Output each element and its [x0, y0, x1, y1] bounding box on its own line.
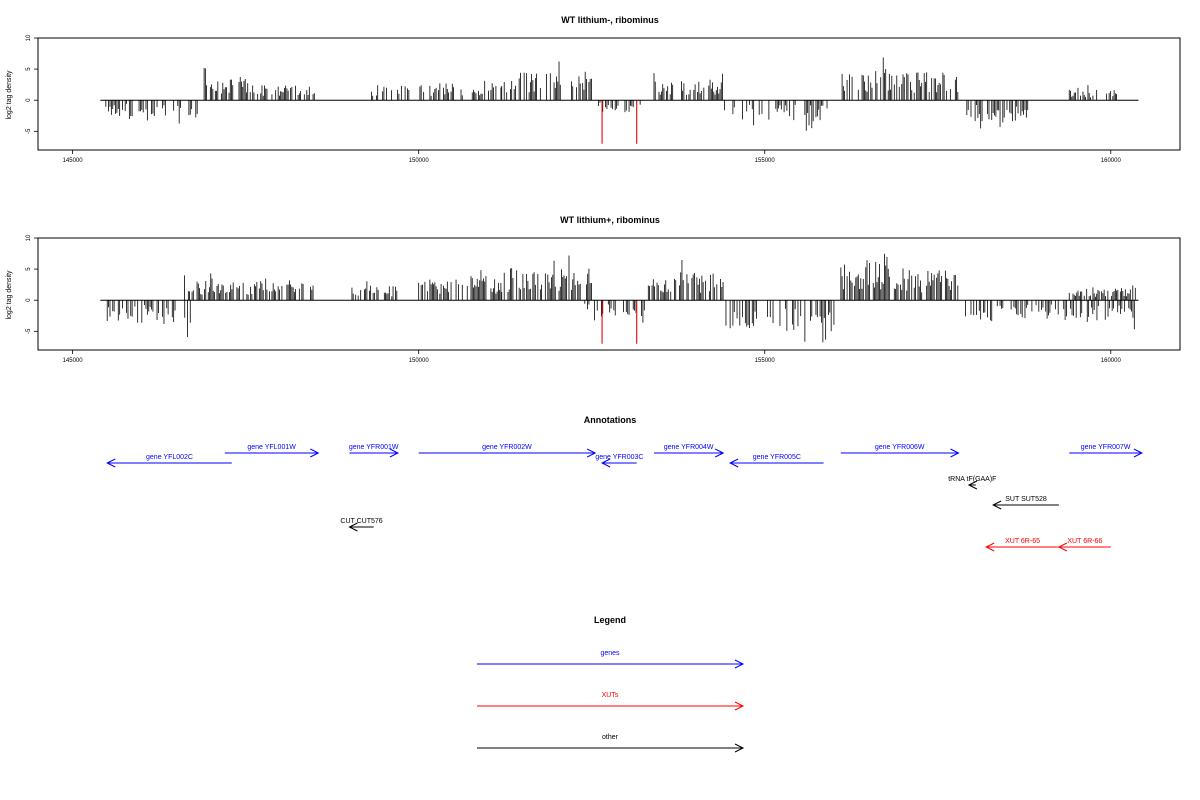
feature-label: CUT CUT576: [340, 518, 382, 525]
y-tick-label: -5: [26, 128, 32, 134]
y-tick-label: 10: [26, 234, 32, 241]
bars-layer: [100, 57, 1139, 144]
feature-arrowhead: [586, 448, 597, 458]
track-lithium-plus: WT lithium+, ribominus log2 tag density …: [6, 215, 1181, 364]
y-tick-label: 5: [26, 67, 32, 71]
axes-layer: 10 5 0 -5 145000 150000 155000 160000: [26, 34, 1121, 164]
x-tick-label: 150000: [409, 358, 430, 364]
y-tick-label: 10: [26, 34, 32, 41]
feature-arrowhead: [1133, 448, 1144, 458]
legend-arrowhead: [734, 659, 745, 669]
track-title: WT lithium-, ribominus: [561, 15, 659, 25]
x-tick-label: 150000: [409, 158, 430, 164]
legend: Legend genes XUTs other: [477, 615, 745, 753]
feature-arrowhead: [729, 458, 739, 468]
feature-label: gene YFR001W: [349, 444, 399, 451]
feature-arrowhead: [1057, 542, 1068, 552]
y-axis-label: log2 tag density: [6, 270, 13, 320]
legend-items: genes XUTs other: [477, 650, 745, 753]
x-tick-label: 160000: [1101, 358, 1122, 364]
feature-arrowhead: [950, 448, 960, 458]
track-lithium-minus: WT lithium-, ribominus log2 tag density …: [6, 15, 1181, 164]
annotation-features: gene YFL002C gene YFL001W gene YFR001W gene…: [106, 444, 1144, 552]
legend-label: XUTs: [602, 692, 619, 699]
legend-title: Legend: [594, 615, 626, 625]
annotations-title: Annotations: [584, 415, 637, 425]
bars-layer: [100, 253, 1139, 344]
axes-layer: 10 5 0 -5 145000 150000 155000 160000: [26, 234, 1121, 364]
feature-label: tRNA tF(GAA)F: [948, 476, 996, 483]
feature-label: gene YFR003C: [595, 454, 643, 461]
feature-arrowhead: [310, 448, 320, 458]
y-axis-label: log2 tag density: [6, 70, 13, 120]
plot-frame: [37, 237, 1181, 351]
feature-label: gene YFL001W: [247, 444, 296, 451]
feature-label: gene YFR002W: [482, 444, 532, 451]
legend-arrowhead: [734, 743, 745, 753]
feature-arrowhead: [714, 448, 725, 458]
feature-arrowhead: [992, 500, 1002, 510]
feature-label: XUT 6R-65: [1005, 538, 1040, 545]
legend-label: other: [602, 734, 619, 741]
x-tick-label: 145000: [63, 158, 84, 164]
y-tick-label: 0: [26, 98, 32, 102]
feature-label: XUT 6R-66: [1067, 538, 1102, 545]
feature-label: gene YFR004W: [664, 444, 714, 451]
legend-arrowhead: [734, 701, 745, 711]
feature-label: gene YFR007W: [1081, 444, 1131, 451]
feature-arrowhead: [106, 458, 116, 468]
x-tick-label: 145000: [63, 358, 84, 364]
feature-label: gene YFL002C: [146, 454, 193, 461]
legend-label: genes: [600, 650, 620, 657]
y-tick-label: -5: [26, 328, 32, 334]
y-tick-label: 5: [26, 267, 32, 271]
x-tick-label: 155000: [755, 358, 776, 364]
feature-label: gene YFR006W: [875, 444, 925, 451]
feature-arrowhead: [967, 480, 978, 490]
feature-arrowhead: [600, 458, 611, 468]
y-tick-label: 0: [26, 298, 32, 302]
x-tick-label: 155000: [755, 158, 776, 164]
feature-arrowhead: [348, 522, 358, 532]
plot-frame: [37, 37, 1181, 151]
track-title: WT lithium+, ribominus: [560, 215, 660, 225]
feature-arrowhead: [985, 542, 995, 552]
feature-label: SUT SUT528: [1005, 496, 1047, 503]
feature-label: gene YFR005C: [753, 454, 801, 461]
feature-arrowhead: [389, 448, 400, 458]
x-tick-label: 160000: [1101, 158, 1122, 164]
